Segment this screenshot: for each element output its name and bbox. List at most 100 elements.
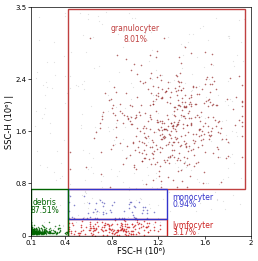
Point xyxy=(125,225,129,229)
Text: 0.94%: 0.94% xyxy=(172,200,196,209)
Point xyxy=(29,231,33,235)
Point xyxy=(35,230,39,234)
Point xyxy=(141,223,146,227)
Point xyxy=(182,81,187,85)
Point xyxy=(217,119,221,123)
Point xyxy=(79,229,84,233)
Point xyxy=(32,223,36,228)
Point xyxy=(53,177,58,182)
Point xyxy=(29,230,33,235)
Point xyxy=(46,231,51,235)
Point xyxy=(219,138,223,142)
Point xyxy=(29,230,33,234)
Point xyxy=(109,210,113,214)
Point xyxy=(187,162,191,166)
Point xyxy=(125,114,129,118)
Point xyxy=(168,101,172,105)
Point xyxy=(189,192,193,196)
Point xyxy=(106,222,110,226)
Point xyxy=(29,231,33,235)
Point xyxy=(114,105,118,109)
Point xyxy=(179,168,183,172)
Point xyxy=(151,130,156,134)
Point xyxy=(226,140,230,144)
Point xyxy=(179,42,183,46)
Point xyxy=(29,229,33,233)
Point xyxy=(31,230,35,234)
Point xyxy=(136,222,140,226)
Point xyxy=(63,230,67,235)
Point xyxy=(181,52,185,57)
Point xyxy=(29,231,33,235)
Point xyxy=(29,228,33,233)
Point xyxy=(204,77,208,81)
Point xyxy=(171,178,175,182)
Point xyxy=(29,231,33,235)
Point xyxy=(114,134,118,139)
Point xyxy=(30,231,34,235)
Point xyxy=(48,231,52,235)
Point xyxy=(36,225,40,229)
Point xyxy=(41,231,45,235)
Point xyxy=(29,230,33,235)
Point xyxy=(131,229,135,233)
Point xyxy=(115,228,119,232)
Point xyxy=(228,34,232,38)
Point xyxy=(121,229,125,233)
Point xyxy=(29,228,33,233)
Point xyxy=(138,113,142,117)
Point xyxy=(72,232,76,236)
Point xyxy=(29,230,33,234)
Point xyxy=(150,77,154,81)
Point xyxy=(39,230,43,234)
Point xyxy=(29,230,33,234)
Point xyxy=(30,230,34,235)
Point xyxy=(133,147,137,152)
Point xyxy=(29,228,33,232)
Point xyxy=(76,231,80,235)
Point xyxy=(30,228,34,232)
Point xyxy=(172,105,176,109)
Point xyxy=(30,232,34,236)
Point xyxy=(54,232,58,236)
Point xyxy=(29,232,33,236)
Point xyxy=(58,226,62,230)
Point xyxy=(32,231,36,235)
Point xyxy=(174,136,179,140)
Point xyxy=(126,206,131,210)
Point xyxy=(29,229,33,233)
Point xyxy=(39,232,44,236)
Point xyxy=(183,159,187,163)
Point xyxy=(167,190,171,194)
Point xyxy=(45,229,49,233)
Point xyxy=(120,45,125,49)
Point xyxy=(231,193,235,197)
Point xyxy=(29,231,33,235)
Point xyxy=(123,125,127,129)
Point xyxy=(117,169,121,173)
Point xyxy=(42,220,46,224)
Point xyxy=(29,231,33,235)
Point xyxy=(143,143,148,147)
Point xyxy=(79,223,83,227)
Point xyxy=(181,114,185,118)
Point xyxy=(84,191,88,195)
Point xyxy=(160,132,164,136)
Point xyxy=(37,230,41,234)
Point xyxy=(88,226,92,230)
Point xyxy=(133,16,137,21)
Point xyxy=(129,68,133,72)
Point xyxy=(231,59,235,63)
Point xyxy=(29,228,33,232)
Point xyxy=(29,231,33,235)
Point xyxy=(29,232,33,236)
Point xyxy=(76,213,80,217)
Point xyxy=(29,230,33,234)
Point xyxy=(133,205,137,209)
Point xyxy=(151,152,156,157)
Point xyxy=(29,230,33,234)
Text: 3.17%: 3.17% xyxy=(172,228,196,238)
Point xyxy=(35,230,39,234)
Point xyxy=(29,228,33,232)
Point xyxy=(40,223,44,227)
